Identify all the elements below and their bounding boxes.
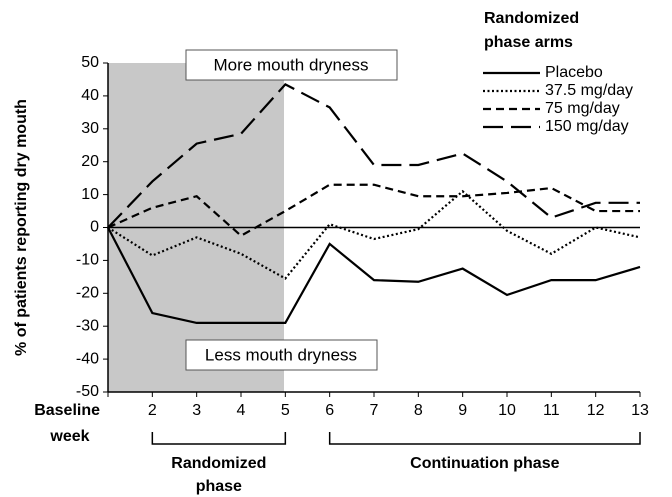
legend-label: Placebo bbox=[545, 64, 603, 81]
annotation: Less mouth dryness bbox=[205, 345, 357, 364]
y-tick-label: 40 bbox=[81, 87, 99, 104]
phase-bracket bbox=[328, 432, 641, 445]
series-line bbox=[107, 189, 641, 280]
x-tick-label: 12 bbox=[587, 402, 605, 419]
y-tick-label: -10 bbox=[76, 252, 99, 269]
y-tick-label: -40 bbox=[76, 350, 99, 367]
phase-label: phase bbox=[196, 478, 242, 495]
x-tick-label: 4 bbox=[237, 402, 246, 419]
x-tick-label: 6 bbox=[325, 402, 334, 419]
phase-bracket bbox=[151, 432, 287, 445]
series-line bbox=[107, 83, 640, 229]
x-tick-label: 2 bbox=[148, 402, 157, 419]
y-tick-label: 50 bbox=[81, 54, 99, 71]
x-tick-label: 8 bbox=[414, 402, 423, 419]
phase-label: Randomized bbox=[171, 455, 266, 472]
y-tick-label: 20 bbox=[81, 153, 99, 170]
y-tick-label: 10 bbox=[81, 186, 99, 203]
legend-label: 37.5 mg/day bbox=[545, 82, 633, 99]
phase-label: Continuation phase bbox=[410, 455, 559, 472]
x-tick-label: 13 bbox=[631, 402, 649, 419]
y-tick-label: 30 bbox=[81, 120, 99, 137]
x-tick-label: 9 bbox=[458, 402, 467, 419]
legend-label: 75 mg/day bbox=[545, 100, 620, 117]
annotation: More mouth dryness bbox=[214, 55, 369, 74]
legend-title: Randomized bbox=[484, 10, 579, 27]
series-line bbox=[107, 226, 641, 325]
legend-label: 150 mg/day bbox=[545, 118, 629, 135]
x-tick-label: Baseline bbox=[34, 402, 100, 419]
y-tick-label: -50 bbox=[76, 383, 99, 400]
annotation-box bbox=[185, 49, 398, 81]
annotation-box bbox=[185, 339, 378, 371]
x-tick-label: 11 bbox=[543, 402, 560, 419]
series-line bbox=[107, 183, 640, 238]
x-tick-label: 7 bbox=[370, 402, 379, 419]
y-tick-label: -30 bbox=[76, 317, 99, 334]
y-axis-label: % of patients reporting dry mouth bbox=[13, 99, 30, 356]
x-axis-label: week bbox=[49, 428, 89, 445]
legend-title: phase arms bbox=[484, 34, 573, 51]
y-tick-label: 0 bbox=[90, 219, 99, 236]
y-tick-label: -20 bbox=[76, 285, 99, 302]
x-tick-label: 10 bbox=[498, 402, 516, 419]
x-tick-label: 3 bbox=[192, 402, 201, 419]
x-tick-label: 5 bbox=[281, 402, 290, 419]
